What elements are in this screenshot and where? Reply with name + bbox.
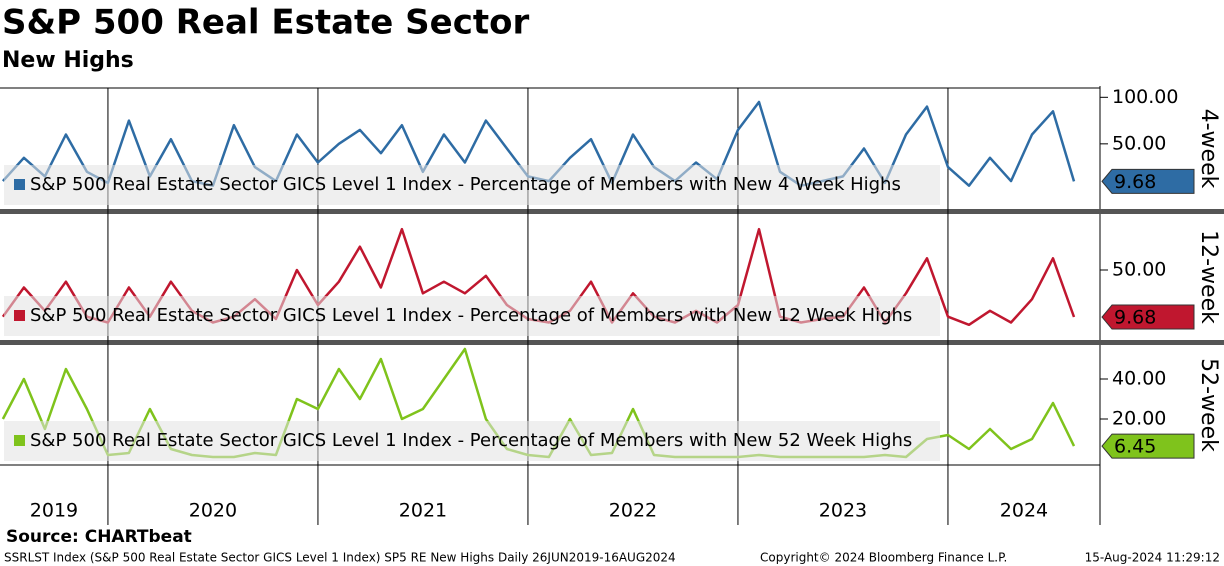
x-tick-label: 2021 xyxy=(399,500,447,522)
legend-label: S&P 500 Real Estate Sector GICS Level 1 … xyxy=(30,430,912,451)
legend-box xyxy=(4,165,940,205)
y-tick-label: 100.00 xyxy=(1112,86,1178,108)
x-tick-label: 2020 xyxy=(189,500,237,522)
last-value-label: 9.68 xyxy=(1114,171,1156,193)
x-tick-label: 2019 xyxy=(30,500,78,522)
panel-separator xyxy=(0,340,1224,345)
y-tick-label: 20.00 xyxy=(1112,408,1166,430)
source: Source: CHARTbeat xyxy=(6,527,192,547)
y-tick-label: 50.00 xyxy=(1112,259,1166,281)
footer-right: 15-Aug-2024 11:29:12 xyxy=(1085,551,1220,565)
x-tick-label: 2022 xyxy=(609,500,657,522)
chart-title: S&P 500 Real Estate Sector xyxy=(2,3,529,43)
last-value-tag xyxy=(1101,304,1195,330)
footer-left: SSRLST Index (S&P 500 Real Estate Sector… xyxy=(4,551,676,565)
footer-center: Copyright© 2024 Bloomberg Finance L.P. xyxy=(760,551,1007,565)
panel-label: 4-week xyxy=(1196,109,1221,189)
y-tick-label: 40.00 xyxy=(1112,368,1166,390)
legend-swatch xyxy=(14,310,25,321)
legend-box xyxy=(4,296,940,336)
legend-swatch xyxy=(14,435,25,446)
x-tick-label: 2024 xyxy=(1000,500,1048,522)
panel-separator xyxy=(0,209,1224,214)
last-value-tag xyxy=(1101,433,1195,459)
chart-subtitle: New Highs xyxy=(2,48,134,73)
last-value-label: 6.45 xyxy=(1114,436,1156,458)
x-tick-label: 2023 xyxy=(819,500,867,522)
y-tick-label: 50.00 xyxy=(1112,132,1166,154)
last-value-label: 9.68 xyxy=(1114,307,1156,329)
legend-swatch xyxy=(14,179,25,190)
legend-label: S&P 500 Real Estate Sector GICS Level 1 … xyxy=(30,305,912,326)
last-value-tag xyxy=(1101,168,1195,194)
panel-label: 52-week xyxy=(1196,358,1221,452)
legend-label: S&P 500 Real Estate Sector GICS Level 1 … xyxy=(30,174,901,195)
panel-label: 12-week xyxy=(1196,230,1221,324)
legend-box xyxy=(4,421,940,461)
